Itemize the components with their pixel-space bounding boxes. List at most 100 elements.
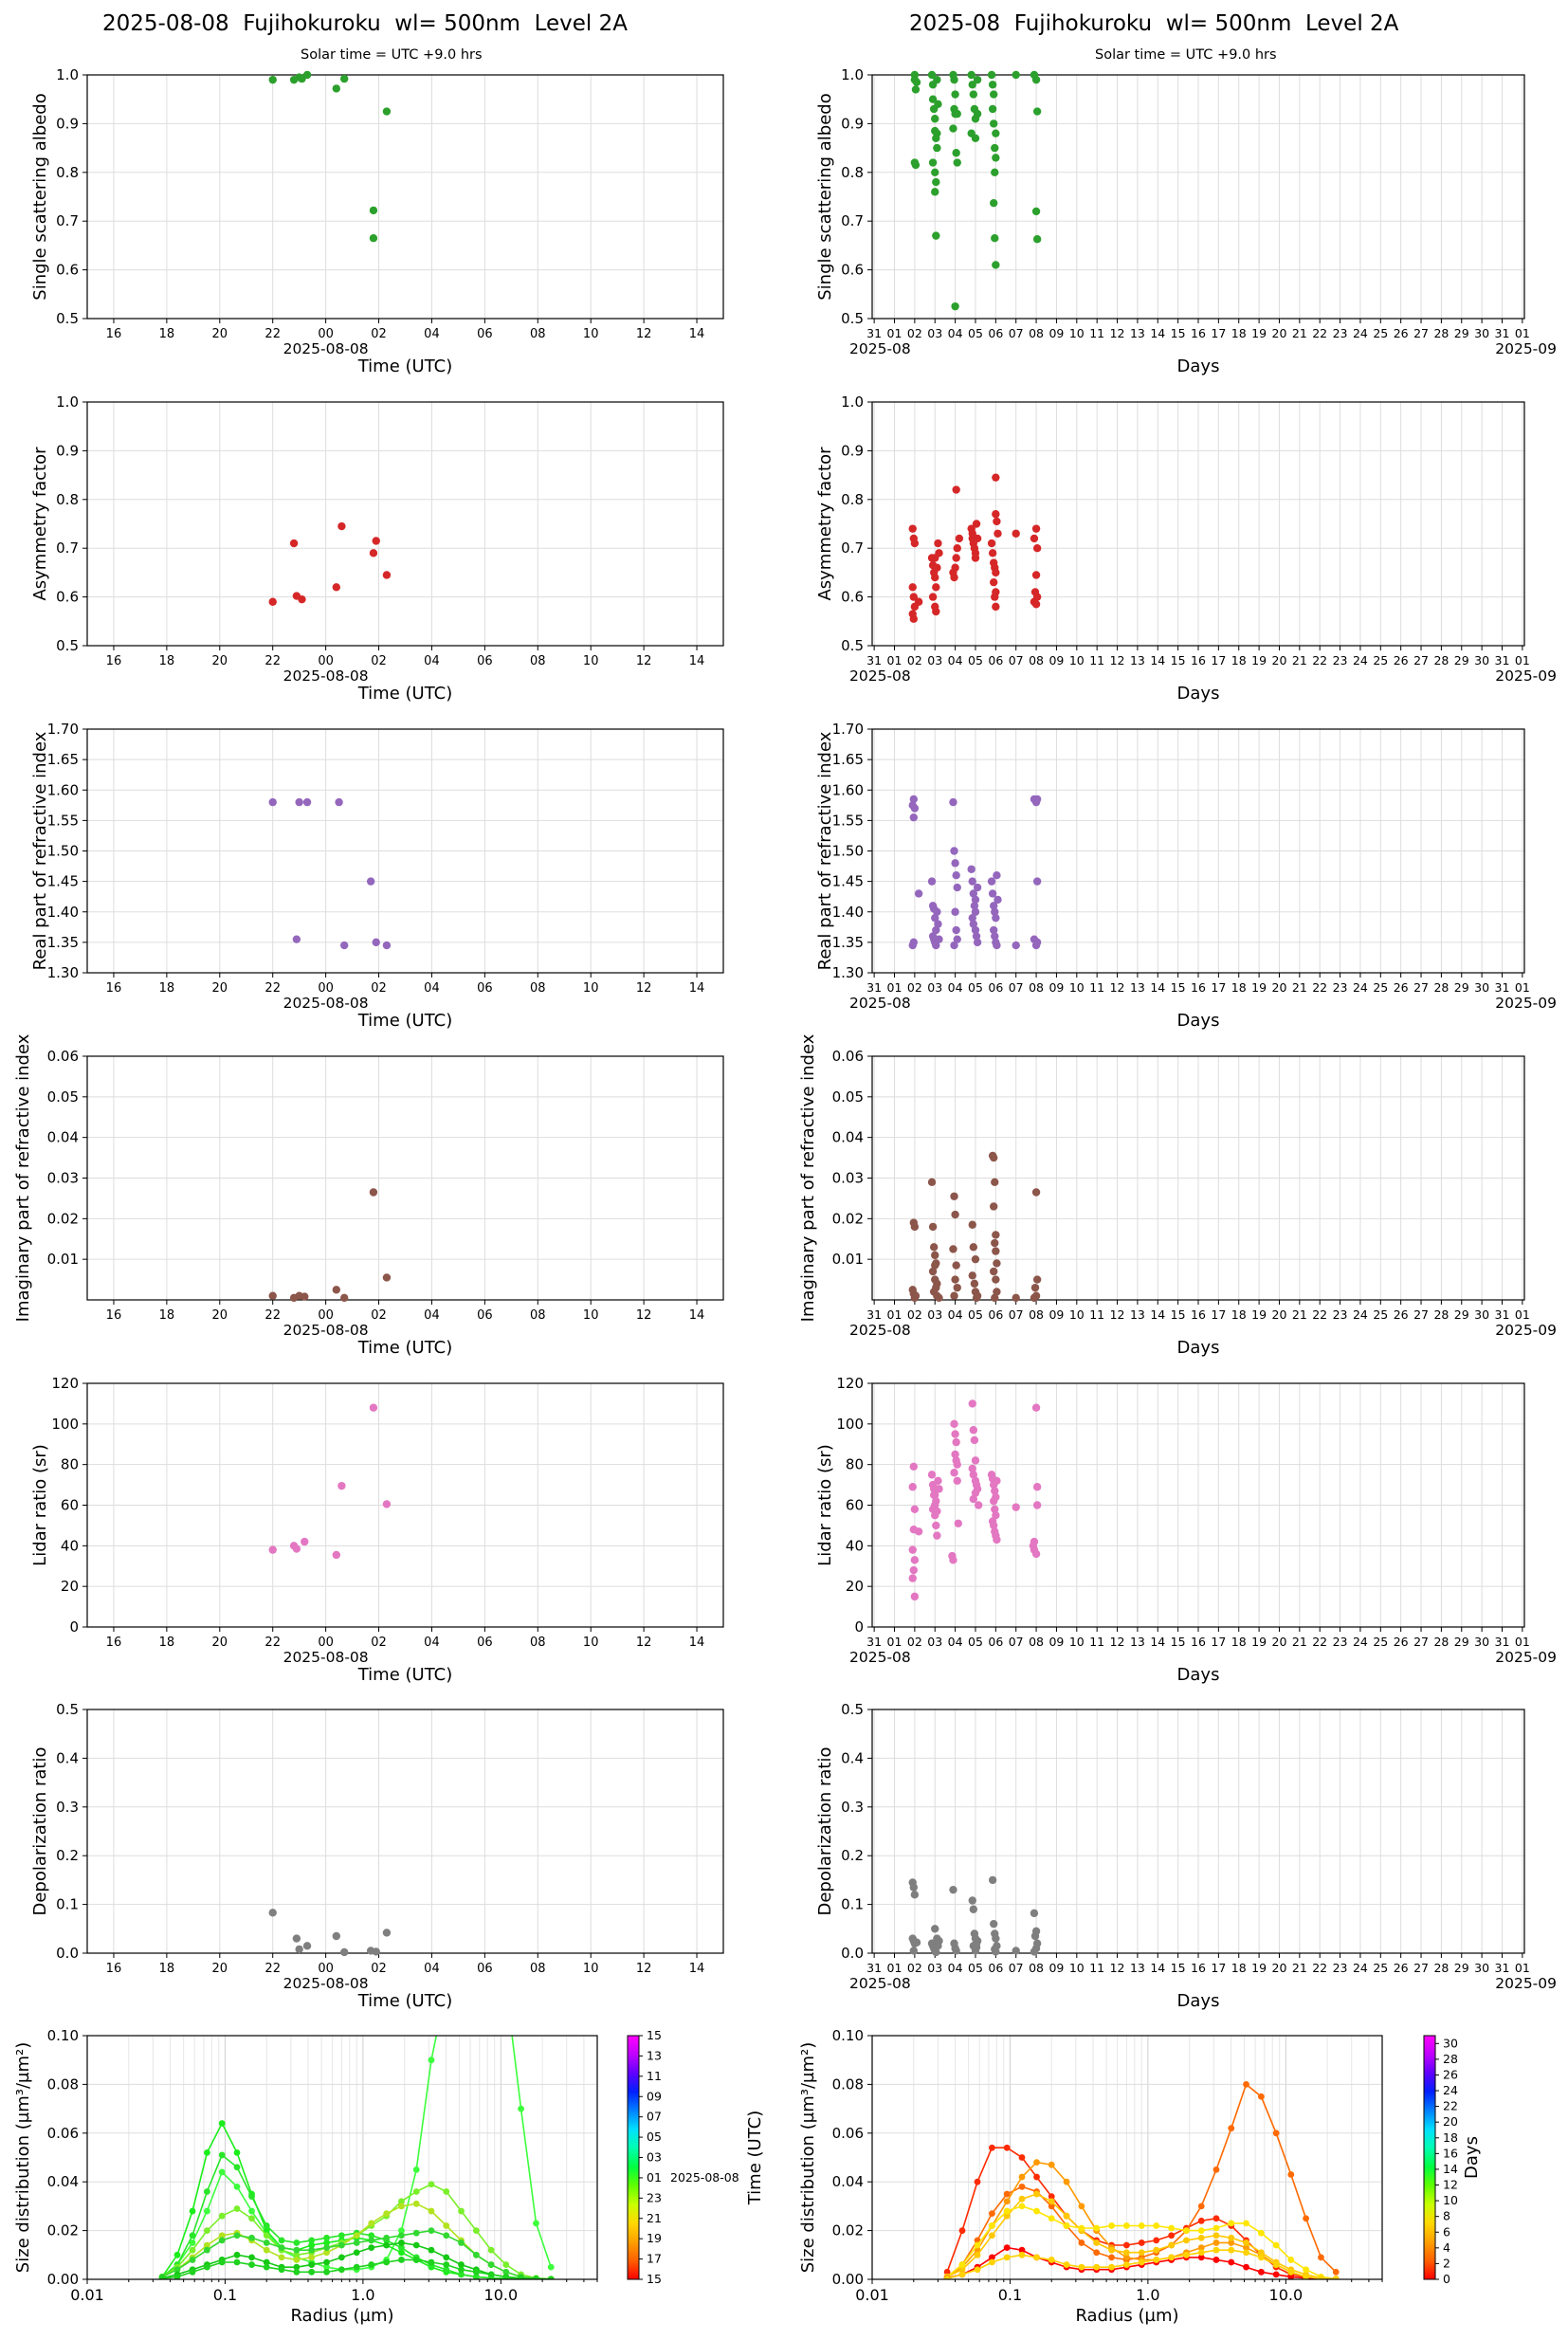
x-tick-label: 18 <box>159 654 175 668</box>
x-tick-label: 11 <box>1089 1635 1104 1649</box>
size-distribution-point <box>1212 2215 1220 2222</box>
size-distribution-point <box>1303 2215 1309 2222</box>
x-tick-label: 14 <box>1150 1635 1165 1649</box>
x-tick-label: 10 <box>1069 326 1085 340</box>
x-tick-label: 28 <box>1433 980 1449 995</box>
x-tick-label: 04 <box>424 1636 440 1650</box>
x-tick-label: 16 <box>106 1962 122 1976</box>
colorbar-tick-label: 21 <box>647 2211 662 2225</box>
x-tick-label: 06 <box>988 653 1003 667</box>
x-axis-label: Time (UTC) <box>357 1011 453 1031</box>
colorbar <box>1423 2035 1436 2280</box>
x-tick-label: 03 <box>927 653 942 667</box>
y-tick-label: 1.0 <box>841 393 864 411</box>
size-distribution-point <box>323 2239 330 2246</box>
data-point <box>987 877 996 886</box>
size-distribution-point <box>1318 2254 1324 2261</box>
x-tick-label: 10 <box>583 1308 599 1323</box>
data-point <box>1032 544 1042 553</box>
data-point <box>927 877 937 886</box>
colorbar-tick-label: 11 <box>647 2069 662 2083</box>
data-point <box>910 804 920 813</box>
size-distribution-point <box>383 2258 391 2266</box>
x-tick-label: 23 <box>1333 1635 1348 1649</box>
size-distribution-point <box>1033 2254 1040 2261</box>
size-distribution-point <box>189 2207 196 2215</box>
data-point <box>973 75 982 84</box>
data-point <box>988 81 997 89</box>
data-point <box>928 1267 938 1276</box>
x-tick-label: 09 <box>1048 980 1064 995</box>
data-point <box>1030 534 1039 543</box>
chart-depol_left: 16 18 20 22 00 02 04 06 08 10 12 14 0.0 0.1 0.2 0.3 0.4 0… <box>30 1701 724 2011</box>
data-point <box>932 583 940 592</box>
size-distribution-point <box>1153 2246 1160 2254</box>
data-point <box>933 1507 941 1516</box>
x-tick-label: 16 <box>106 327 122 341</box>
size-distribution-point <box>189 2268 196 2276</box>
size-distribution-point <box>308 2261 316 2268</box>
data-point <box>933 1279 941 1289</box>
x-tick-label: 16 <box>106 1308 122 1323</box>
size-distribution-point <box>337 2241 345 2249</box>
x-tick-label: 13 <box>1130 326 1145 340</box>
size-distribution-point <box>1138 2249 1145 2257</box>
data-point <box>967 865 975 873</box>
y-tick-label: 0.6 <box>841 589 864 606</box>
size-distribution-point <box>1063 2222 1070 2229</box>
data-point <box>968 913 976 923</box>
size-distribution-point <box>1018 2183 1026 2190</box>
x-tick-label: 22 <box>264 981 281 996</box>
y-tick-label: 1.35 <box>832 934 864 951</box>
right-figure-title: 2025-08 Fujihokuroku wl= 500nm Level 2A <box>909 11 1399 36</box>
size-distribution-point <box>1228 2239 1235 2246</box>
size-distribution-point <box>412 2241 420 2249</box>
data-point <box>1031 1403 1041 1412</box>
x-tick-label: 00 <box>318 327 334 341</box>
size-distribution-point <box>1018 2154 1026 2161</box>
x-tick-label: 27 <box>1413 1961 1429 1975</box>
x-tick-label: 26 <box>1394 653 1409 667</box>
size-distribution-point <box>1033 2190 1040 2198</box>
y-tick-label: 0.05 <box>832 1088 864 1106</box>
x-tick-label: 25 <box>1373 1635 1388 1649</box>
x-axis-start-date: 2025-08 <box>849 1649 911 1666</box>
y-tick-label: 0.1 <box>56 1896 79 1913</box>
x-tick-label: 19 <box>1251 980 1267 995</box>
size-distribution-point <box>293 2251 301 2258</box>
data-point <box>932 941 940 950</box>
y-tick-label: 0.0 <box>56 1945 79 1962</box>
data-point <box>1030 1947 1039 1956</box>
x-tick-label: 05 <box>968 1961 983 1975</box>
y-tick-label: 0 <box>69 1618 79 1636</box>
x-tick-label: 08 <box>1029 1961 1044 1975</box>
x-tick-label: 24 <box>1353 980 1368 995</box>
x-axis-start-date: 2025-08 <box>849 667 911 685</box>
size-distribution-point <box>263 2246 270 2254</box>
y-axis-label: Asymmetry factor <box>30 447 50 601</box>
size-distribution-point <box>233 2251 241 2258</box>
size-distribution-point <box>337 2266 345 2274</box>
x-tick-label: 01 <box>1515 1635 1530 1649</box>
size-distribution-point <box>323 2234 330 2241</box>
data-point <box>993 1535 1001 1545</box>
x-tick-label: 01 <box>1515 326 1530 340</box>
size-distribution-point <box>1303 2266 1309 2274</box>
x-tick-label: 02 <box>907 653 922 667</box>
x-tick-label: 14 <box>689 1962 705 1976</box>
size-distribution-point <box>189 2232 196 2239</box>
size-distribution-point <box>488 1935 495 1942</box>
size-distribution-point <box>1228 2220 1235 2227</box>
size-distribution-point <box>248 2261 255 2268</box>
data-point <box>993 871 1001 880</box>
size-distribution-point <box>1257 2268 1265 2276</box>
data-point <box>993 1288 1001 1296</box>
size-distribution-point <box>1078 2224 1085 2232</box>
data-point <box>969 1243 978 1252</box>
x-tick-label: 15 <box>1171 326 1186 340</box>
data-point <box>914 1527 923 1536</box>
y-tick-label: 1.65 <box>47 751 79 768</box>
data-point <box>952 149 960 157</box>
data-point <box>988 549 997 558</box>
size-distribution-point <box>308 2246 316 2254</box>
